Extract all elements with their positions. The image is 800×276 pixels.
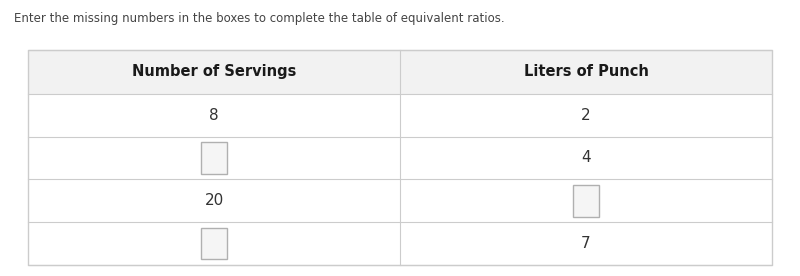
Text: 2: 2 <box>581 108 591 123</box>
Text: 8: 8 <box>209 108 219 123</box>
Text: 4: 4 <box>581 150 591 166</box>
Text: 7: 7 <box>581 236 591 251</box>
Text: Enter the missing numbers in the boxes to complete the table of equivalent ratio: Enter the missing numbers in the boxes t… <box>14 12 505 25</box>
Text: Liters of Punch: Liters of Punch <box>523 64 649 79</box>
Text: Number of Servings: Number of Servings <box>132 64 296 79</box>
Text: 20: 20 <box>204 193 224 208</box>
